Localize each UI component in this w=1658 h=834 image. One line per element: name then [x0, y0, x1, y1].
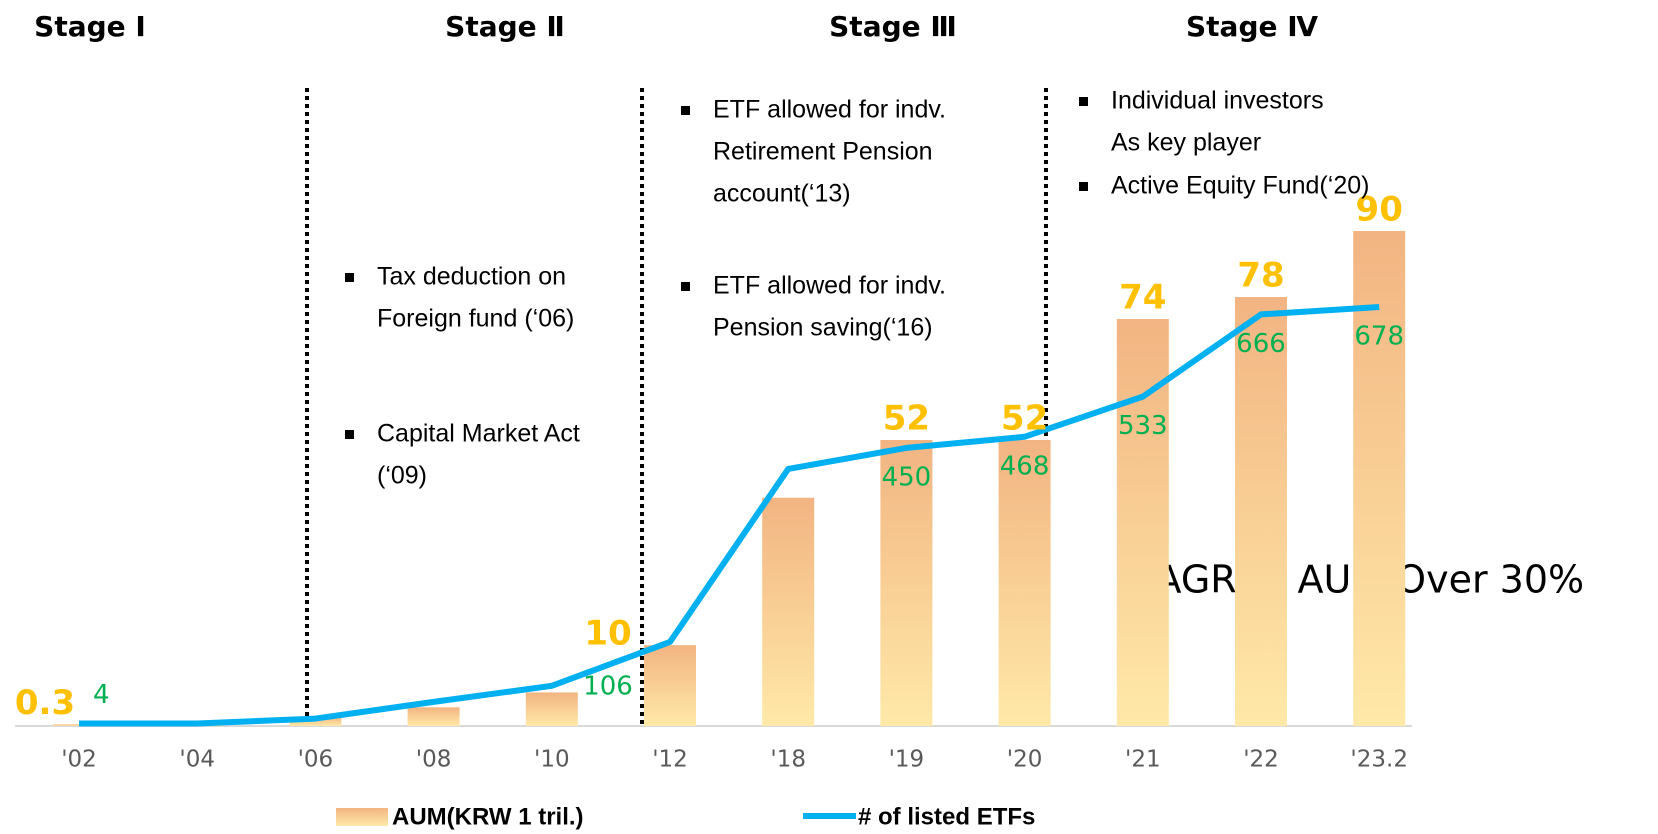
note-text: Active Equity Fund(‘20) [1111, 172, 1369, 200]
note-text: (‘09) [377, 462, 427, 490]
line-value-label: 4 [93, 680, 110, 710]
note-text: Individual investors [1111, 87, 1324, 115]
annotation: 106 [583, 672, 633, 702]
note-text: Tax deduction on [377, 263, 566, 291]
bar [762, 497, 815, 726]
stage-title: Stage Ⅲ [829, 10, 957, 43]
legend-label: AUM(KRW 1 tril.) [392, 803, 584, 830]
stage-title: Stage Ⅱ [445, 10, 565, 43]
bullet [1079, 97, 1088, 106]
bullet [681, 282, 690, 291]
note-text: ETF allowed for indv. [713, 272, 946, 300]
bullet [345, 273, 354, 282]
note-text: Pension saving(‘16) [713, 314, 933, 342]
annotation: 10 [584, 614, 631, 654]
x-tick-label: '21 [1125, 747, 1161, 773]
bar [880, 440, 933, 726]
x-tick-label: '04 [179, 747, 215, 773]
x-tick-label: '20 [1007, 747, 1043, 773]
bar-value-label: 52 [883, 399, 930, 439]
bar [998, 440, 1051, 726]
bar [1116, 319, 1169, 726]
bar [407, 707, 460, 726]
x-tick-label: '18 [770, 747, 806, 773]
line-value-label: 450 [882, 462, 932, 492]
x-tick-label: '19 [889, 747, 925, 773]
bar [1235, 297, 1287, 726]
bar-value-label: 52 [1001, 399, 1048, 439]
line [79, 304, 1380, 727]
x-tick-label: '02 [61, 747, 97, 773]
bar-value-label: 78 [1237, 256, 1284, 296]
bar-value-label: 0.3 [15, 683, 75, 723]
note-text: Capital Market Act [377, 420, 580, 448]
x-tick-label: '06 [298, 747, 334, 773]
x-tick-label: '22 [1243, 747, 1279, 773]
x-tick-label: '12 [652, 747, 688, 773]
line-value-label: 666 [1236, 329, 1286, 359]
legend-label: # of listed ETFs [858, 803, 1035, 830]
note-text: ETF allowed for indv. [713, 96, 946, 124]
bar-value-label: 74 [1119, 278, 1166, 318]
bar [1353, 231, 1406, 726]
bullet [1079, 182, 1088, 191]
stage-title: Stage Ⅰ [34, 10, 146, 43]
bar [644, 645, 696, 726]
note-text: As key player [1111, 129, 1261, 157]
bar-value-label: 90 [1356, 190, 1403, 230]
line-value-label: 533 [1118, 411, 1168, 441]
stage-title: Stage Ⅳ [1186, 10, 1318, 43]
note-text: account(‘13) [713, 180, 851, 208]
line-value-label: 678 [1354, 322, 1404, 352]
bar [525, 692, 578, 726]
x-tick-label: '10 [534, 747, 570, 773]
legend-swatch [336, 808, 388, 826]
note-text: Foreign fund (‘06) [377, 305, 574, 333]
bullet [681, 106, 690, 115]
x-tick-label: '08 [416, 747, 452, 773]
note-text: Retirement Pension [713, 138, 933, 166]
bullet [345, 430, 354, 439]
line-value-label: 468 [1000, 451, 1050, 481]
x-tick-label: '23.2 [1350, 747, 1408, 773]
